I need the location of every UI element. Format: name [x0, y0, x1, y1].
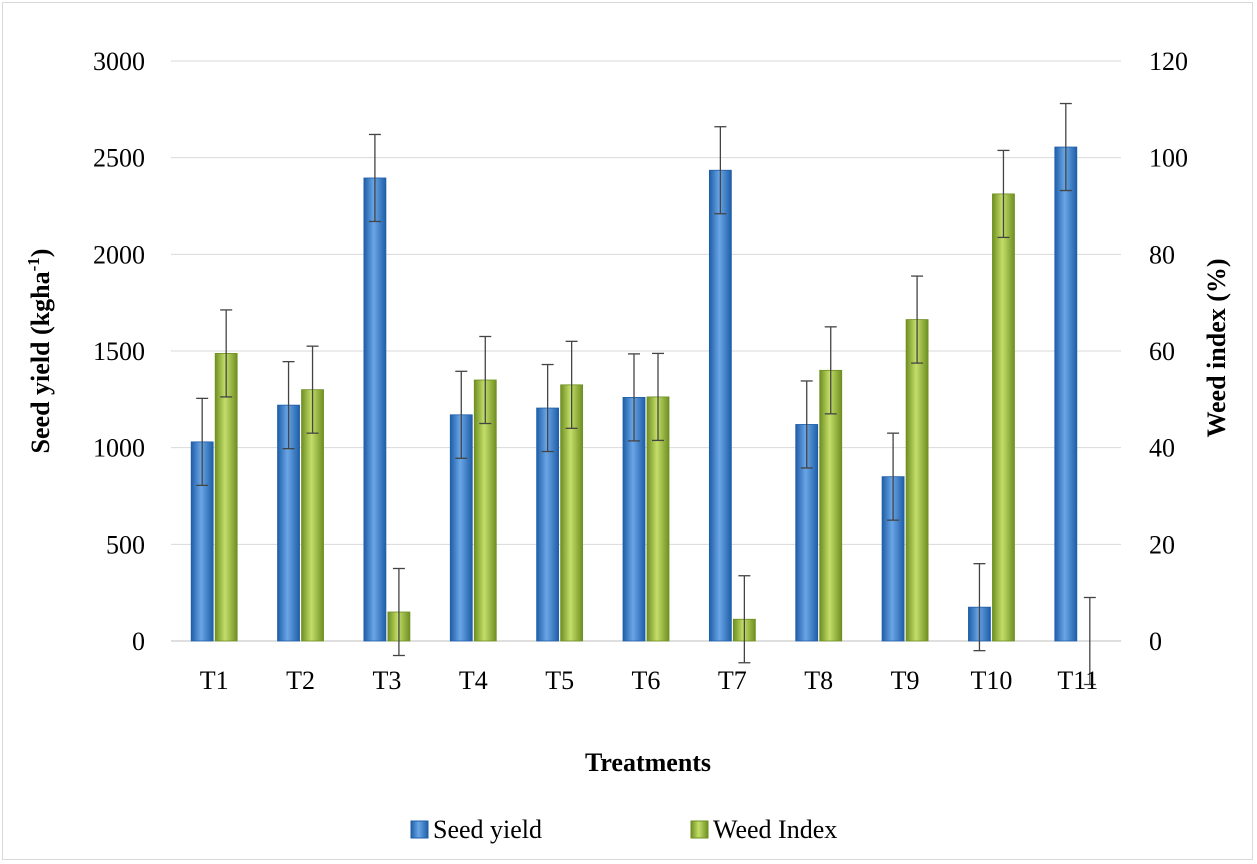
error-bars — [196, 102, 1096, 686]
x-tick-label-t3: T3 — [372, 666, 401, 695]
error-bar-seed-yield-t9 — [887, 432, 900, 521]
x-tick-label-t6: T6 — [632, 666, 661, 695]
y2-tick-label: 40 — [1149, 434, 1175, 463]
legend-label-weed-index: Weed Index — [713, 815, 837, 844]
legend-swatch-weed-index — [690, 820, 709, 839]
error-bar-weed-index-t4 — [479, 335, 492, 425]
bar-weed-index-t9 — [905, 319, 929, 642]
legend: Seed yield Weed Index — [410, 815, 837, 844]
error-bar-seed-yield-t1 — [196, 397, 209, 487]
error-bar-seed-yield-t2 — [282, 360, 295, 450]
y-axis-title-suffix: ) — [26, 249, 55, 258]
y-tick-label: 0 — [132, 627, 145, 656]
x-tick-label-t2: T2 — [286, 666, 315, 695]
error-bar-seed-yield-t6 — [628, 353, 640, 442]
error-bar-seed-yield-t11 — [1059, 102, 1072, 192]
legend-label-seed-yield: Seed yield — [433, 815, 542, 844]
y2-tick-label: 80 — [1149, 240, 1175, 269]
y-axis-title-sup: -1 — [24, 257, 43, 271]
bar-seed-yield-t7 — [708, 169, 732, 642]
y-tick-label: 1000 — [93, 434, 145, 463]
error-bar-weed-index-t10 — [997, 149, 1010, 239]
x-tick-label-t4: T4 — [459, 666, 488, 695]
x-tick-label-t10: T10 — [971, 666, 1013, 695]
y-tick-label: 2500 — [93, 144, 145, 173]
y-axis-title-main: Seed yield (kgha — [26, 271, 55, 453]
tick-labels: 0 500 1000 1500 2000 2500 3000 0 20 40 60 80 100 120 T… — [93, 47, 1188, 695]
y2-tick-label: 0 — [1149, 627, 1162, 656]
y2-axis-title: Weed index (%) — [1202, 258, 1231, 437]
error-bar-weed-index-t2 — [306, 345, 319, 434]
y-tick-label: 1500 — [93, 337, 145, 366]
y2-tick-label: 60 — [1149, 337, 1175, 366]
bar-seed-yield-t11 — [1054, 146, 1078, 642]
y2-tick-label: 100 — [1149, 144, 1188, 173]
y-axis-title: Seed yield (kgha-1) — [24, 249, 55, 454]
bars — [190, 146, 1078, 642]
error-bar-weed-index-t3 — [392, 567, 405, 657]
x-tick-label-t9: T9 — [891, 666, 920, 695]
legend-swatch-seed-yield — [410, 820, 429, 839]
x-tick-label-t7: T7 — [718, 666, 747, 695]
y-tick-label: 500 — [106, 530, 145, 559]
x-tick-label-t11: T11 — [1057, 666, 1098, 695]
error-bar-seed-yield-t8 — [800, 380, 813, 469]
error-bar-weed-index-t5 — [565, 340, 578, 429]
y-tick-label: 2000 — [93, 240, 145, 269]
x-tick-label-t8: T8 — [804, 666, 833, 695]
error-bar-seed-yield-t4 — [455, 370, 468, 459]
error-bar-weed-index-t9 — [911, 275, 924, 364]
x-tick-label-t5: T5 — [545, 666, 574, 695]
error-bar-weed-index-t7 — [738, 575, 751, 664]
gridlines — [171, 60, 1121, 642]
error-bar-weed-index-t11 — [1083, 596, 1096, 686]
error-bar-weed-index-t6 — [652, 352, 664, 442]
x-tick-label-t1: T1 — [200, 666, 229, 695]
bar-seed-yield-t3 — [363, 177, 387, 642]
error-bar-weed-index-t8 — [824, 326, 837, 415]
error-bar-seed-yield-t7 — [714, 126, 727, 215]
error-bar-seed-yield-t10 — [973, 563, 986, 652]
error-bar-seed-yield-t3 — [368, 133, 381, 223]
bar-weed-index-t10 — [992, 193, 1015, 642]
x-axis-title: Treatments — [585, 748, 711, 777]
error-bar-weed-index-t1 — [220, 309, 233, 398]
y2-tick-label: 120 — [1149, 47, 1188, 76]
y2-tick-label: 20 — [1149, 530, 1175, 559]
y-tick-label: 3000 — [93, 47, 145, 76]
chart-svg: 0 500 1000 1500 2000 2500 3000 0 20 40 60 80 100 120 T… — [24, 47, 1231, 844]
error-bar-seed-yield-t5 — [541, 363, 554, 453]
